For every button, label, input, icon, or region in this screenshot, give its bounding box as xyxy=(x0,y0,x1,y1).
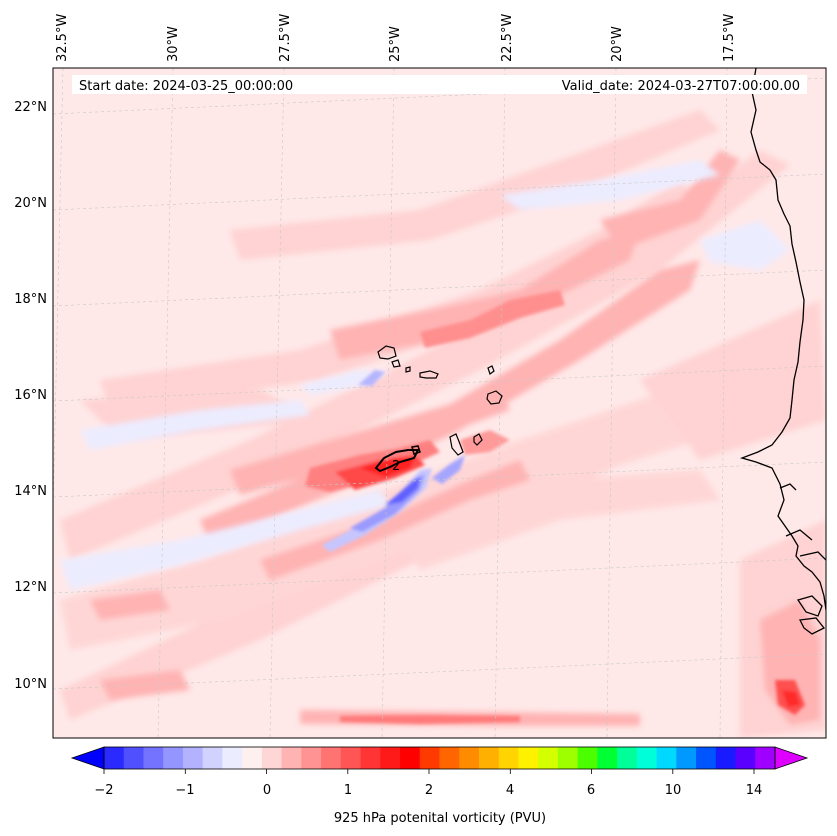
colorbar-tick-label: −2 xyxy=(94,783,113,798)
colorbar-cell xyxy=(656,747,677,769)
island-santo-antao xyxy=(377,345,397,360)
colorbar-min-extend xyxy=(70,746,105,770)
lat-label-18n: 18°N xyxy=(14,292,47,307)
island-santiago xyxy=(449,433,464,456)
colorbar-cell xyxy=(459,747,480,769)
lat-label-10n: 10°N xyxy=(14,677,47,692)
header-box xyxy=(72,75,807,94)
colorbar-tick-label: 14 xyxy=(746,783,763,798)
colorbar-tick-label: 0 xyxy=(263,783,271,798)
island-fogo xyxy=(411,445,421,455)
lon-label-30w: 30°W xyxy=(166,26,181,62)
colorbar-cell xyxy=(577,747,598,769)
colorbar-cell xyxy=(360,747,381,769)
colorbar-cell xyxy=(538,747,559,769)
lat-label-12n: 12°N xyxy=(14,580,47,595)
colorbar-tick-label: −1 xyxy=(175,783,194,798)
island-sal xyxy=(487,365,495,375)
contour-label: 2 xyxy=(392,459,400,474)
lat-label-14n: 14°N xyxy=(14,484,47,499)
colorbar-cell xyxy=(222,747,243,769)
pv-contour-2 xyxy=(374,449,420,473)
island-maio xyxy=(473,433,483,446)
island-boa-vista xyxy=(486,390,503,405)
colorbar-cell xyxy=(597,747,618,769)
longitude-axis: 32.5°W 30°W 27.5°W 25°W 22.5°W 20°W 17.5… xyxy=(55,14,737,62)
colorbar-cell xyxy=(478,747,500,769)
colorbar-tick-label: 4 xyxy=(506,783,514,798)
colorbar-cell xyxy=(104,747,125,769)
lon-label-22-5w: 22.5°W xyxy=(500,14,515,62)
colorbar-cell xyxy=(439,747,460,769)
colorbar-cell xyxy=(557,747,579,769)
colorbar-cell xyxy=(242,747,263,769)
colorbar-cell xyxy=(715,747,736,769)
latitude-axis: 22°N 20°N 18°N 16°N 14°N 12°N 10°N xyxy=(14,100,47,692)
africa-coast xyxy=(739,68,826,611)
colorbar-cell xyxy=(676,747,697,769)
map-frame xyxy=(52,67,827,739)
colorbar-cell xyxy=(340,747,361,769)
lon-label-17-5w: 17.5°W xyxy=(722,14,737,62)
colorbar-max-extend xyxy=(774,746,809,770)
lat-label-22n: 22°N xyxy=(14,100,47,115)
pv-field xyxy=(60,110,826,738)
colorbar-cell xyxy=(163,747,184,769)
valid-date-label: Valid_date: 2024-03-27T07:00:00.00 xyxy=(562,79,800,94)
start-date-label: Start date: 2024-03-25_00:00:00 xyxy=(79,79,293,94)
colorbar-tick-label: 1 xyxy=(344,783,352,798)
colorbar-cell xyxy=(498,747,519,769)
lat-label-20n: 20°N xyxy=(14,196,47,211)
colorbar-cell xyxy=(400,747,421,769)
colorbar-cell xyxy=(321,747,342,769)
colorbar-cell xyxy=(755,747,776,769)
colorbar-cells xyxy=(104,747,776,769)
islands xyxy=(374,345,503,473)
island-sao-nicolau xyxy=(419,370,439,379)
colorbar-cell xyxy=(202,747,223,769)
colorbar-title: 925 hPa potenital vorticity (PVU) xyxy=(334,811,546,826)
colorbar-ticks xyxy=(103,769,755,774)
colorbar-cell xyxy=(617,747,638,769)
colorbar-cell xyxy=(301,747,322,769)
colorbar-cell xyxy=(123,747,144,769)
colorbar-cell xyxy=(696,747,717,769)
colorbar-cell xyxy=(261,747,283,769)
graticule xyxy=(53,68,826,738)
colorbar-tick-label: 10 xyxy=(665,783,682,798)
colorbar-tick-label: 6 xyxy=(587,783,595,798)
colorbar-cell xyxy=(281,747,302,769)
island-sao-vicente xyxy=(391,359,401,368)
colorbar-cell xyxy=(636,747,657,769)
colorbar-cell xyxy=(182,747,204,769)
lat-label-16n: 16°N xyxy=(14,388,47,403)
lon-label-27-5w: 27.5°W xyxy=(278,14,293,62)
colorbar-cell xyxy=(735,747,756,769)
lon-label-32-5w: 32.5°W xyxy=(55,14,70,62)
colorbar-cell xyxy=(419,747,440,769)
colorbar-cell xyxy=(518,747,539,769)
lon-label-25w: 25°W xyxy=(388,26,403,62)
coastlines xyxy=(739,68,826,635)
colorbar-tick-label: 2 xyxy=(425,783,433,798)
colorbar: −2 −1 0 1 2 4 6 10 14 925 hPa potenital … xyxy=(70,746,809,826)
colorbar-cell xyxy=(143,747,164,769)
map-panel: 2 Start date: 2024-03-25_00:00:00 Valid_… xyxy=(52,67,827,739)
lon-label-20w: 20°W xyxy=(610,26,625,62)
colorbar-cell xyxy=(380,747,401,769)
colorbar-frame xyxy=(103,746,776,770)
